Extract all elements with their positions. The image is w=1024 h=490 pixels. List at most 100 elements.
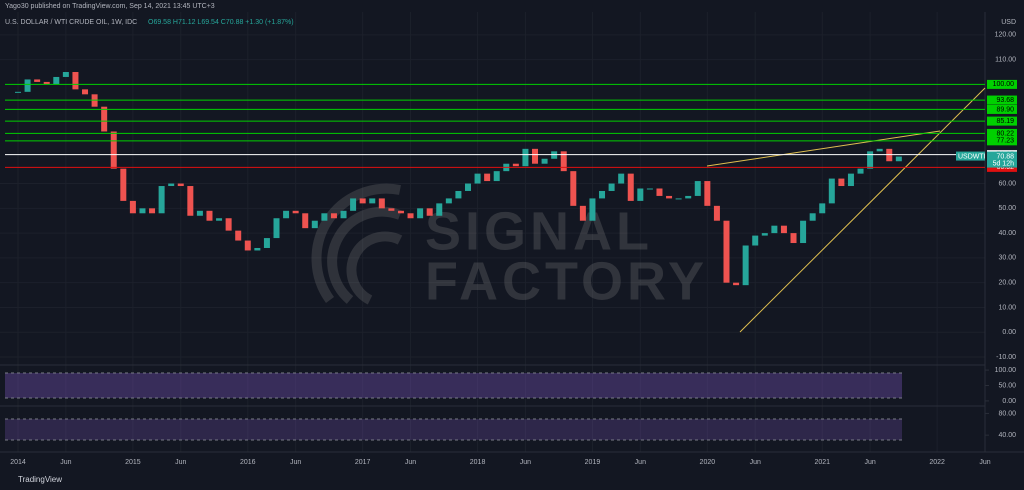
- x-tick-label: 2016: [240, 459, 256, 466]
- level-label-bg: [987, 104, 1017, 114]
- candle: [790, 233, 797, 244]
- candle: [24, 79, 31, 92]
- candle: [455, 190, 462, 199]
- level-label-bg: [987, 79, 1017, 89]
- candle: [723, 220, 730, 283]
- y-tick-label: 110.00: [995, 56, 1016, 63]
- candle: [369, 198, 376, 204]
- level-label: 89.90: [996, 106, 1014, 113]
- y-tick-label: 0.00: [1002, 329, 1016, 336]
- candle: [139, 208, 146, 214]
- x-tick-label: Jun: [864, 459, 875, 466]
- candle: [752, 235, 759, 246]
- candle: [847, 173, 854, 187]
- candle: [819, 203, 826, 214]
- level-label-bg: [987, 136, 1017, 146]
- candle: [637, 188, 644, 201]
- y-tick-label: 50.00: [998, 382, 1016, 389]
- candle: [838, 178, 845, 187]
- candle: [867, 151, 874, 169]
- candle: [685, 195, 692, 199]
- candle: [656, 188, 663, 196]
- candle: [618, 173, 625, 184]
- watermark-text: SIGNAL: [425, 201, 653, 261]
- level-label-bg: [987, 95, 1017, 105]
- candle: [120, 168, 127, 201]
- candle: [666, 195, 673, 199]
- candle: [187, 186, 194, 216]
- candle: [101, 106, 108, 132]
- candle: [436, 203, 443, 216]
- level-label: 77.23: [996, 138, 1014, 145]
- candle: [225, 218, 232, 231]
- candle: [62, 72, 69, 77]
- y-tick-label: 10.00: [998, 304, 1016, 311]
- candle: [560, 151, 567, 172]
- candle: [599, 190, 606, 199]
- candle: [388, 208, 395, 211]
- candle: [493, 171, 500, 182]
- y-tick-label: 80.00: [998, 410, 1016, 417]
- rsi-band: [5, 419, 902, 440]
- candle: [857, 168, 864, 174]
- level-label: 93.68: [996, 97, 1014, 104]
- candle: [263, 238, 270, 248]
- x-tick-label: 2014: [10, 459, 26, 466]
- y-tick-label: 60.00: [998, 180, 1016, 187]
- candle: [292, 210, 299, 214]
- y-tick-label: 0.00: [1002, 398, 1016, 405]
- watermark: SIGNAL FACTORY: [311, 183, 704, 311]
- currency: USD: [1001, 19, 1016, 26]
- level-label: 85.19: [996, 118, 1014, 125]
- countdown: 5d 12h: [993, 160, 1015, 167]
- x-tick-label: 2022: [929, 459, 945, 466]
- candle: [378, 198, 385, 209]
- ohlc: O69.58 H71.12 L69.54 C70.88 +1.30 (+1.87…: [148, 19, 294, 26]
- candle: [570, 171, 577, 206]
- candle: [340, 210, 347, 219]
- candle: [216, 218, 223, 221]
- candle: [196, 210, 203, 216]
- candle: [321, 213, 328, 221]
- y-tick-label: 100.00: [995, 367, 1017, 374]
- candle: [34, 79, 41, 82]
- candle: [484, 173, 491, 182]
- candle: [876, 148, 883, 152]
- x-tick-label: Jun: [290, 459, 301, 466]
- trend-line: [706, 130, 941, 167]
- candle: [129, 200, 136, 214]
- candle: [283, 210, 290, 219]
- logo-arc: [327, 206, 402, 304]
- x-tick-label: Jun: [635, 459, 646, 466]
- candle: [254, 247, 261, 251]
- candle: [828, 178, 835, 204]
- candle: [407, 213, 414, 219]
- candle: [771, 225, 778, 234]
- candle: [177, 183, 184, 187]
- candle: [608, 183, 615, 191]
- x-tick-label: 2021: [814, 459, 830, 466]
- publisher: Yago30 published on TradingView.com, Sep…: [5, 3, 215, 10]
- candle: [244, 240, 251, 251]
- levels: 100.0093.6889.9085.1980.2277.2371.6566.5…: [5, 79, 1017, 172]
- x-tick-label: Jun: [520, 459, 531, 466]
- logo-arc: [346, 231, 403, 305]
- y-tick-label: 40.00: [998, 432, 1016, 439]
- candle: [474, 173, 481, 184]
- candle: [579, 205, 586, 221]
- y-tick-label: 40.00: [998, 230, 1016, 237]
- candle: [72, 72, 79, 90]
- x-tick-label: 2020: [700, 459, 716, 466]
- candle: [235, 230, 242, 241]
- x-tick-label: 2018: [470, 459, 486, 466]
- candle: [445, 198, 452, 204]
- y-tick-label: 30.00: [998, 255, 1016, 262]
- candle: [330, 213, 337, 219]
- last-price-bg: [987, 151, 1017, 168]
- candle: [627, 173, 634, 201]
- candle: [464, 183, 471, 191]
- candle: [426, 208, 433, 216]
- candle: [800, 220, 807, 244]
